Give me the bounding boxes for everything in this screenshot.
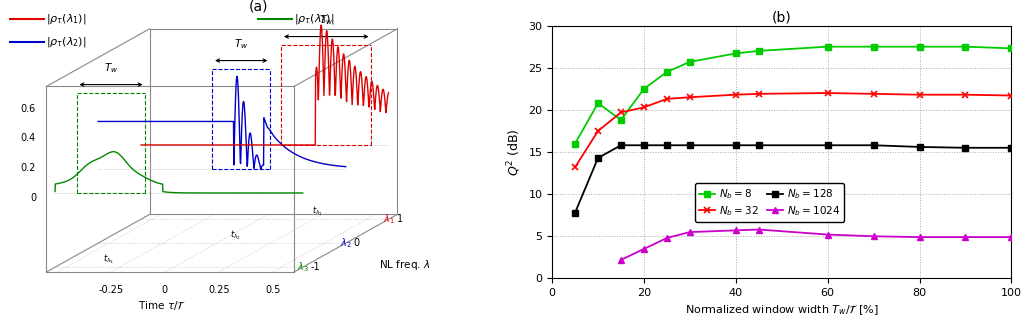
Text: $T_w$: $T_w$: [319, 13, 333, 27]
Text: 0: 0: [30, 193, 36, 203]
$N_b = 1024$: [615, 258, 627, 262]
$N_b = 32$: [592, 129, 605, 133]
$N_b = 8$: [913, 45, 926, 49]
$N_b = 8$: [730, 52, 742, 55]
Line: $N_b = 1024$: $N_b = 1024$: [618, 227, 1014, 263]
$N_b = 8$: [569, 142, 581, 146]
Text: 0.6: 0.6: [21, 104, 36, 114]
Text: 0.2: 0.2: [21, 163, 36, 173]
$N_b = 8$: [960, 45, 972, 49]
$N_b = 8$: [821, 45, 834, 49]
$N_b = 32$: [1005, 94, 1018, 98]
$N_b = 128$: [615, 143, 627, 147]
$N_b = 32$: [867, 92, 879, 96]
Text: 1: 1: [396, 214, 402, 224]
$N_b = 1024$: [1005, 235, 1018, 239]
$N_b = 1024$: [913, 235, 926, 239]
Text: $|\rho_{\tau}(\lambda_1)|$: $|\rho_{\tau}(\lambda_1)|$: [46, 12, 87, 26]
$N_b = 8$: [684, 60, 697, 64]
Text: $t_{\lambda_2}$: $t_{\lambda_2}$: [230, 228, 241, 242]
Text: -0.25: -0.25: [98, 285, 124, 295]
Text: 0.5: 0.5: [265, 285, 281, 295]
Line: $N_b = 8$: $N_b = 8$: [572, 44, 1014, 147]
$N_b = 128$: [684, 143, 697, 147]
$N_b = 128$: [730, 143, 742, 147]
Text: Time $\tau$/$\mathcal{T}$: Time $\tau$/$\mathcal{T}$: [137, 299, 186, 312]
$N_b = 128$: [867, 143, 879, 147]
$N_b = 1024$: [660, 236, 673, 240]
$N_b = 32$: [660, 97, 673, 101]
$N_b = 1024$: [638, 247, 650, 251]
$N_b = 32$: [684, 95, 697, 99]
$N_b = 128$: [1005, 146, 1018, 150]
$N_b = 128$: [913, 145, 926, 149]
Text: 0: 0: [353, 238, 359, 248]
$N_b = 1024$: [821, 233, 834, 236]
Text: $t_{\lambda_3}$: $t_{\lambda_3}$: [103, 252, 115, 266]
$N_b = 32$: [821, 91, 834, 95]
$N_b = 8$: [660, 70, 673, 74]
$N_b = 128$: [660, 143, 673, 147]
$N_b = 1024$: [752, 228, 765, 231]
Text: $\lambda_2$: $\lambda_2$: [340, 236, 352, 250]
Legend: $N_b = 8$, $N_b = 32$, $N_b = 128$, $N_b = 1024$: $N_b = 8$, $N_b = 32$, $N_b = 128$, $N_b…: [696, 183, 844, 222]
Title: (b): (b): [772, 11, 792, 24]
$N_b = 128$: [752, 143, 765, 147]
X-axis label: Normalized window width $T_w$/$\mathcal{T}$ [%]: Normalized window width $T_w$/$\mathcal{…: [685, 304, 878, 317]
Text: (a): (a): [249, 0, 267, 14]
Text: NL freq. $\lambda$: NL freq. $\lambda$: [379, 259, 430, 272]
$N_b = 32$: [913, 93, 926, 97]
$N_b = 1024$: [867, 234, 879, 238]
$N_b = 32$: [569, 165, 581, 169]
$N_b = 32$: [638, 105, 650, 109]
$N_b = 32$: [752, 92, 765, 96]
$N_b = 8$: [867, 45, 879, 49]
Text: $t_{\lambda_1}$: $t_{\lambda_1}$: [312, 204, 323, 218]
$N_b = 8$: [592, 101, 605, 105]
Y-axis label: $Q^2$ (dB): $Q^2$ (dB): [505, 128, 523, 176]
$N_b = 128$: [821, 143, 834, 147]
Line: $N_b = 128$: $N_b = 128$: [572, 142, 1014, 216]
$N_b = 8$: [1005, 46, 1018, 50]
$N_b = 128$: [960, 146, 972, 150]
Text: 0.25: 0.25: [207, 285, 229, 295]
$N_b = 8$: [638, 87, 650, 91]
Text: 0: 0: [162, 285, 168, 295]
$N_b = 32$: [960, 93, 972, 97]
$N_b = 1024$: [960, 235, 972, 239]
Text: 0.4: 0.4: [21, 133, 36, 143]
$N_b = 1024$: [730, 228, 742, 232]
Line: $N_b = 32$: $N_b = 32$: [572, 90, 1014, 171]
$N_b = 32$: [615, 110, 627, 114]
Text: $|\rho_{\tau}(\lambda_3)|$: $|\rho_{\tau}(\lambda_3)|$: [294, 12, 334, 26]
$N_b = 1024$: [684, 230, 697, 234]
Text: $|\rho_{\tau}(\lambda_2)|$: $|\rho_{\tau}(\lambda_2)|$: [46, 35, 87, 49]
$N_b = 8$: [615, 118, 627, 122]
Text: $\lambda_1$: $\lambda_1$: [383, 212, 394, 226]
Text: $T_w$: $T_w$: [104, 61, 119, 75]
Text: $\lambda_3$: $\lambda_3$: [296, 260, 309, 274]
$N_b = 128$: [638, 143, 650, 147]
$N_b = 128$: [592, 156, 605, 160]
$N_b = 128$: [569, 211, 581, 215]
$N_b = 32$: [730, 93, 742, 97]
$N_b = 8$: [752, 49, 765, 53]
Text: -1: -1: [311, 262, 320, 272]
Text: $T_w$: $T_w$: [234, 37, 249, 51]
